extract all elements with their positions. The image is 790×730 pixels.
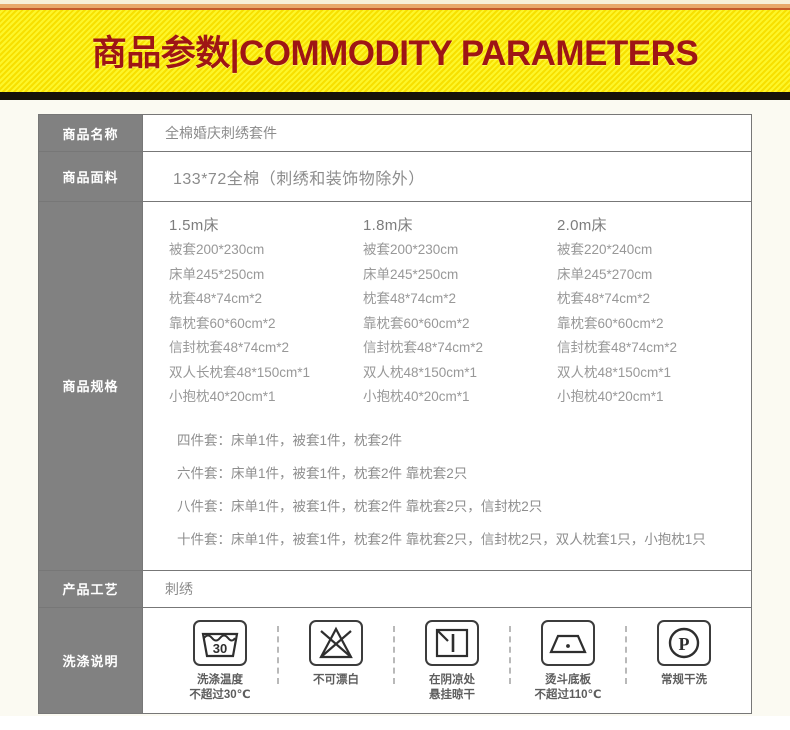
row-label-specifications: 商品规格 xyxy=(38,201,143,571)
spec-line: 双人枕48*150cm*1 xyxy=(363,364,478,380)
spec-line: 双人枕48*150cm*1 xyxy=(557,364,672,380)
care-divider xyxy=(625,625,627,684)
page-header-banner: 商品参数|COMMODITY PARAMETERS xyxy=(0,0,790,100)
table-row-fabric: 商品面料 133*72全棉（刺绣和装饰物除外） xyxy=(38,151,752,202)
dry-clean-p-icon: P xyxy=(657,619,711,666)
care-caption-line2: 不超过110℃ xyxy=(534,688,602,701)
care-divider xyxy=(393,625,395,684)
set-composition-list: 四件套：床单1件，被套1件，枕套2件六件套：床单1件，被套1件，枕套2件 靠枕套… xyxy=(143,416,751,566)
banner-stripe-rust xyxy=(0,8,790,10)
care-caption: 不可漂白 xyxy=(313,673,359,688)
svg-text:P: P xyxy=(679,634,690,654)
spec-line: 靠枕套60*60cm*2 xyxy=(363,315,470,331)
spec-line: 被套200*230cm xyxy=(363,242,459,257)
care-caption-line1: 常规干洗 xyxy=(661,673,707,686)
care-caption-line1: 在阴凉处 xyxy=(429,673,475,686)
spec-column-title: 1.5m床 xyxy=(169,217,219,234)
care-caption: 洗涤温度不超过30℃ xyxy=(189,673,250,703)
care-item: P 常规干洗 xyxy=(635,619,733,688)
care-item: 30 洗涤温度不超过30℃ xyxy=(171,619,269,703)
care-caption-line1: 洗涤温度 xyxy=(197,673,243,686)
spec-line: 枕套48*74cm*2 xyxy=(169,291,263,306)
care-item: 烫斗底板不超过110℃ xyxy=(519,619,617,703)
page-bottom-spacer xyxy=(0,716,790,730)
spec-column-title: 2.0m床 xyxy=(557,217,607,234)
row-value-fabric: 133*72全棉（刺绣和装饰物除外） xyxy=(142,151,752,202)
set-composition-line: 六件套：床单1件，被套1件，枕套2件 靠枕套2只 xyxy=(177,465,468,481)
row-value-product-name: 全棉婚庆刺绣套件 xyxy=(142,114,752,152)
row-label-fabric: 商品面料 xyxy=(38,151,143,202)
row-label-craft: 产品工艺 xyxy=(38,569,143,608)
spec-line: 床单245*250cm xyxy=(363,266,459,282)
care-item: 在阴凉处 悬挂晾干 xyxy=(403,619,501,703)
wash-tub-30-icon: 30 xyxy=(193,619,247,666)
row-label-care: 洗涤说明 xyxy=(38,606,143,714)
table-row-product-name: 商品名称 全棉婚庆刺绣套件 xyxy=(38,114,752,152)
care-caption: 烫斗底板不超过110℃ xyxy=(535,673,602,703)
care-caption-line2: 不超过30℃ xyxy=(189,688,251,701)
no-bleach-icon xyxy=(309,619,363,666)
iron-low-heat-icon xyxy=(541,619,595,666)
banner-stripe-dark xyxy=(0,92,790,100)
care-caption: 常规干洗 xyxy=(661,673,707,688)
care-caption-line1: 不可漂白 xyxy=(313,673,359,686)
set-composition-line: 四件套：床单1件，被套1件，枕套2件 xyxy=(177,432,403,448)
row-value-craft: 刺绣 xyxy=(142,569,752,608)
page-body: 商品名称 全棉婚庆刺绣套件 商品面料 133*72全棉（刺绣和装饰物除外） 商品… xyxy=(0,100,790,730)
spec-line: 枕套48*74cm*2 xyxy=(363,291,457,306)
care-caption-line2: 悬挂晾干 xyxy=(429,688,475,701)
svg-text:30: 30 xyxy=(213,641,227,656)
spec-line: 被套200*230cm xyxy=(169,242,265,257)
set-composition-line: 十件套：床单1件，被套1件，枕套2件 靠枕套2只，信封枕2只，双人枕套1只，小抱… xyxy=(177,531,706,547)
spec-line: 靠枕套60*60cm*2 xyxy=(557,315,664,331)
row-value-specifications: 1.5m床被套200*230cm 床单245*250cm 枕套48*74cm*2 靠枕… xyxy=(142,201,752,571)
spec-line: 信封枕套48*74cm*2 xyxy=(363,340,484,355)
row-label-product-name: 商品名称 xyxy=(38,114,143,152)
care-caption-line1: 烫斗底板 xyxy=(544,673,591,686)
spec-column: 2.0m床被套220*240cm 床单245*270cm 枕套48*74cm*2 靠枕… xyxy=(557,214,751,410)
spec-column: 1.8m床被套200*230cm 床单245*250cm 枕套48*74cm*2 靠枕… xyxy=(363,214,557,410)
spec-line: 床单245*250cm xyxy=(169,266,265,282)
commodity-parameters-table: 商品名称 全棉婚庆刺绣套件 商品面料 133*72全棉（刺绣和装饰物除外） 商品… xyxy=(38,114,752,714)
spec-column: 1.5m床被套200*230cm 床单245*250cm 枕套48*74cm*2 靠枕… xyxy=(169,214,363,410)
care-divider xyxy=(277,625,279,684)
spec-columns-group: 1.5m床被套200*230cm 床单245*250cm 枕套48*74cm*2 靠枕… xyxy=(143,212,751,416)
spec-line: 枕套48*74cm*2 xyxy=(557,291,651,306)
care-caption: 在阴凉处 悬挂晾干 xyxy=(429,673,475,703)
row-value-care: 30 洗涤温度不超过30℃ 不可漂白 在阴凉处悬挂晾干 烫斗底板不超过110℃ P 常规干洗 xyxy=(142,606,752,714)
table-row-care: 洗涤说明 30 洗涤温度不超过30℃ 不可漂白 在阴凉处悬挂晾干 烫斗底板不超过110℃… xyxy=(38,606,752,714)
spec-line: 靠枕套60*60cm*2 xyxy=(169,315,276,331)
spec-line: 小抱枕40*20cm*1 xyxy=(169,389,276,404)
care-divider xyxy=(509,625,511,684)
spec-line: 被套220*240cm xyxy=(557,242,653,257)
spec-line: 小抱枕40*20cm*1 xyxy=(363,389,470,404)
table-row-craft: 产品工艺 刺绣 xyxy=(38,569,752,608)
spec-column-title: 1.8m床 xyxy=(363,217,413,234)
spec-line: 床单245*270cm xyxy=(557,266,653,282)
spec-line: 信封枕套48*74cm*2 xyxy=(557,340,678,355)
care-item: 不可漂白 xyxy=(287,619,385,688)
set-composition-line: 八件套：床单1件，被套1件，枕套2件 靠枕套2只，信封枕2只 xyxy=(177,498,543,514)
drip-dry-shade-icon xyxy=(425,619,479,666)
spec-line: 信封枕套48*74cm*2 xyxy=(169,340,290,355)
spec-line: 双人长枕套48*150cm*1 xyxy=(169,364,311,380)
banner-stripe-orange xyxy=(0,4,790,8)
page-title: 商品参数|COMMODITY PARAMETERS xyxy=(91,33,699,73)
spec-line: 小抱枕40*20cm*1 xyxy=(557,389,664,404)
table-row-specifications: 商品规格 1.5m床被套200*230cm 床单245*250cm 枕套48*74c… xyxy=(38,201,752,571)
banner-stripe-cream xyxy=(0,0,790,4)
care-symbols-group: 30 洗涤温度不超过30℃ 不可漂白 在阴凉处悬挂晾干 烫斗底板不超过110℃ P 常规干洗 xyxy=(143,619,751,703)
